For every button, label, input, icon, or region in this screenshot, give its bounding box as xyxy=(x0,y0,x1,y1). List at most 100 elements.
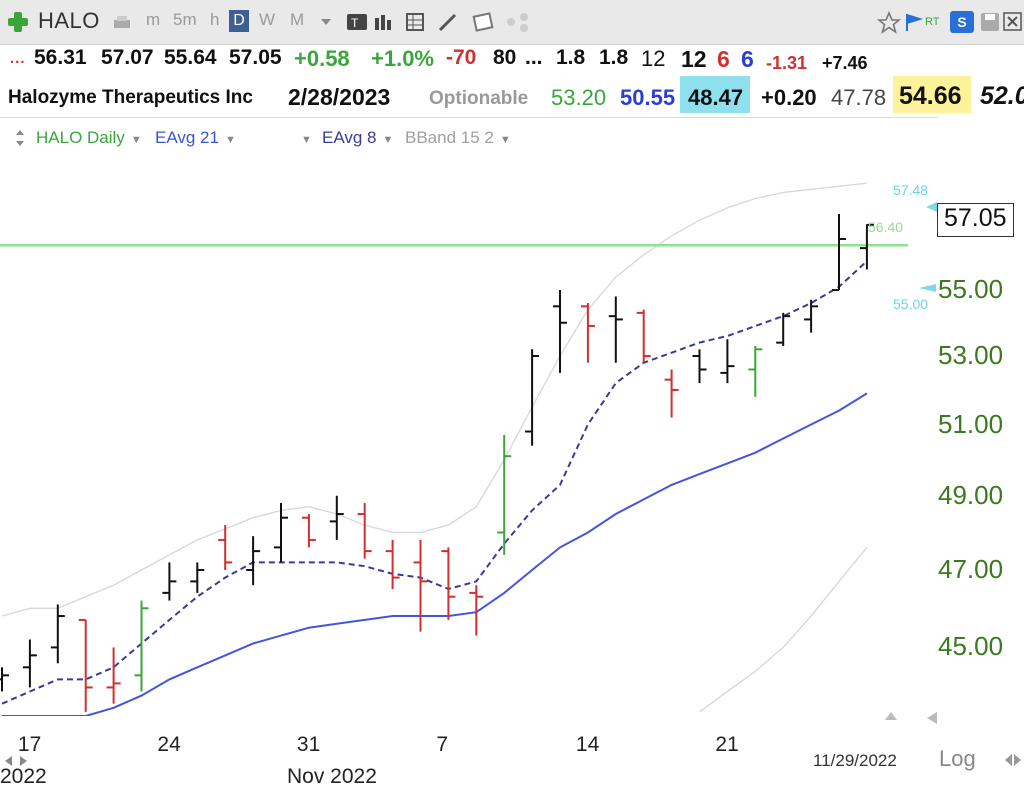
info-e: 47.78 xyxy=(831,85,887,110)
price-bar xyxy=(329,495,344,540)
report-date: 2/28/2023 xyxy=(288,84,391,110)
price-bar xyxy=(608,296,623,363)
stat-7: 6 xyxy=(717,46,730,72)
y-tick-label: 53.00 xyxy=(938,340,1004,371)
info-g: 52.0 xyxy=(980,82,1024,110)
add-symbol-icon[interactable] xyxy=(6,10,30,34)
grid-calc-icon[interactable] xyxy=(405,12,427,32)
note-icon[interactable] xyxy=(472,11,496,33)
price-bar xyxy=(218,525,233,570)
stat-4: 1.8 xyxy=(599,46,629,69)
y-tick-label: 51.00 xyxy=(938,408,1004,439)
star-icon[interactable] xyxy=(877,11,901,35)
change-value: +0.58 xyxy=(294,46,350,71)
period-5min[interactable]: 5m xyxy=(173,10,197,29)
company-name: Halozyme Therapeutics Inc xyxy=(8,87,253,108)
stat-dots: ... xyxy=(525,46,543,69)
price-bar xyxy=(525,349,540,446)
text-tool-icon[interactable]: T xyxy=(346,12,368,32)
period-minute[interactable]: m xyxy=(146,10,161,29)
x-tick-label: 24 xyxy=(157,733,181,756)
printer-icon[interactable] xyxy=(112,14,132,32)
price-bar xyxy=(832,213,846,292)
ema8-line xyxy=(1,260,868,705)
svg-text:T: T xyxy=(351,16,359,30)
y-tick-label: 47.00 xyxy=(938,553,1004,584)
move-handle-icon[interactable] xyxy=(14,129,26,147)
info-b: 50.55 xyxy=(620,85,676,110)
info-d: +0.20 xyxy=(761,85,817,110)
legend-ema8[interactable]: EAvg 8 ▼ xyxy=(322,128,394,147)
price-bar xyxy=(385,539,400,590)
draw-pencil-icon[interactable] xyxy=(437,11,459,33)
s-button[interactable]: S xyxy=(950,11,974,33)
price-bar xyxy=(580,303,595,363)
info-c: 48.47 xyxy=(688,85,744,110)
y-tick-label: 55.00 xyxy=(938,274,1004,305)
price-bar xyxy=(0,667,9,692)
price-bar xyxy=(106,647,121,704)
price-bar xyxy=(776,312,791,346)
legend-bband[interactable]: BBand 15 2 ▼ xyxy=(405,128,511,147)
price-bar xyxy=(720,339,735,384)
bband-upper-line xyxy=(1,182,867,617)
price-bar xyxy=(78,618,93,712)
stat-5: 12 xyxy=(641,46,666,71)
stat-6: 12 xyxy=(681,46,707,72)
lower-level-label: 55.00 xyxy=(893,296,929,312)
change-pct-value: +1.0% xyxy=(371,46,434,71)
scroll-arrows-icon[interactable] xyxy=(4,754,28,768)
period-monthly[interactable]: M xyxy=(290,10,305,29)
legend-ema21[interactable]: EAvg 21 ▼ xyxy=(155,128,236,147)
symbol-field[interactable]: HALO xyxy=(38,8,100,33)
price-bar xyxy=(441,547,456,620)
dropdown-arrow-icon[interactable] xyxy=(318,13,334,31)
price-bar xyxy=(804,299,819,333)
close-icon[interactable] xyxy=(1003,11,1023,33)
x-tick-label: 31 xyxy=(296,733,321,756)
month-label: Nov 2022 xyxy=(287,765,377,788)
highlight-cell xyxy=(680,76,750,113)
quote-indicator: ... xyxy=(10,50,26,67)
save-icon[interactable] xyxy=(979,11,1001,33)
price-bar xyxy=(301,514,316,548)
footer-date: 11/29/2022 xyxy=(813,751,897,770)
price-bar xyxy=(162,562,177,601)
y-tick-label: 45.00 xyxy=(938,631,1004,662)
upper-band-label: 57.48 xyxy=(893,182,929,198)
highlight-cell-yellow xyxy=(893,76,971,113)
legend-series[interactable]: HALO Daily ▼ xyxy=(36,128,142,147)
stat-9: -1.31 xyxy=(766,53,808,73)
scroll-up-icon[interactable] xyxy=(883,710,899,722)
x-tick-label: 14 xyxy=(575,733,600,756)
period-weekly[interactable]: W xyxy=(259,10,276,29)
low-value: 55.64 xyxy=(164,46,217,69)
realtime-flag-icon[interactable] xyxy=(904,11,926,33)
price-bar xyxy=(692,349,707,384)
price-bar xyxy=(246,536,261,586)
bar-style-icon[interactable] xyxy=(373,12,395,32)
chart-divider xyxy=(0,117,938,118)
lower-marker-icon xyxy=(919,284,936,292)
price-bar xyxy=(50,604,65,664)
price-bar xyxy=(748,345,763,397)
stat-3: 1.8 xyxy=(556,46,586,69)
period-hour[interactable]: h xyxy=(210,10,220,29)
price-bar xyxy=(274,503,288,563)
high-value: 57.07 xyxy=(101,46,154,69)
stat-8: 6 xyxy=(741,46,754,72)
scroll-left-icon[interactable] xyxy=(925,710,939,726)
price-bar xyxy=(357,503,372,559)
expand-icon[interactable] xyxy=(1003,749,1023,771)
price-bar xyxy=(413,539,428,632)
period-daily[interactable]: D xyxy=(229,10,249,32)
legend-spacer-caret[interactable]: ▼ xyxy=(301,134,312,146)
stat-2: 80 xyxy=(493,46,517,69)
last-price-box xyxy=(937,203,1014,237)
share-icon[interactable] xyxy=(505,12,531,32)
x-tick-label: 21 xyxy=(715,733,739,756)
price-bar xyxy=(636,309,651,363)
price-bar xyxy=(664,369,679,418)
log-scale-toggle[interactable]: Log xyxy=(939,746,976,771)
